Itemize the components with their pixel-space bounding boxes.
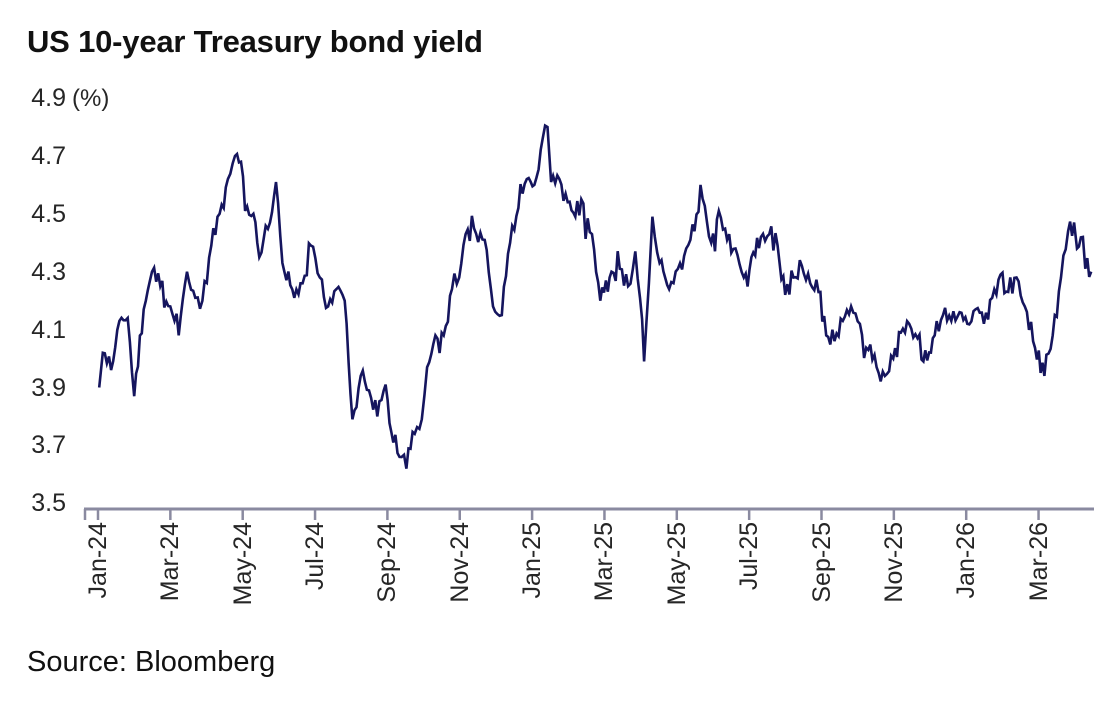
x-tick-label: Jul-24 — [301, 522, 330, 591]
y-tick-label: 4.9 — [31, 84, 66, 112]
x-tick-label: Sep-25 — [807, 522, 836, 603]
y-tick-label: 3.9 — [31, 373, 66, 402]
x-tick-label: Jan-24 — [84, 522, 112, 599]
y-tick-label: 3.5 — [31, 489, 66, 518]
source-attribution: Source: Bloomberg — [27, 646, 276, 678]
x-tick-label: Jan-25 — [518, 522, 547, 599]
x-tick-label: Jan-26 — [952, 522, 981, 599]
x-tick-label: Jul-25 — [735, 522, 764, 591]
y-tick-label: 3.7 — [31, 431, 66, 460]
x-tick-label: Mar-24 — [156, 522, 185, 602]
x-tick-label: Sep-24 — [373, 522, 402, 603]
x-tick-label: May-24 — [228, 522, 257, 606]
x-tick-label: Mar-26 — [1024, 522, 1053, 602]
x-tick-label: Nov-24 — [445, 522, 474, 603]
chart-title: US 10-year Treasury bond yield — [27, 24, 483, 59]
x-axis — [83, 507, 1094, 520]
x-tick-label: Mar-25 — [590, 522, 619, 602]
x-tick-label: Nov-25 — [879, 522, 908, 603]
y-tick-label: 4.3 — [31, 257, 66, 286]
yield-line-series — [97, 123, 1093, 469]
y-tick-label: 4.7 — [31, 141, 66, 170]
y-axis-unit-label: (%) — [72, 85, 110, 112]
y-tick-label: 4.5 — [31, 199, 66, 228]
y-tick-label: 4.1 — [31, 315, 66, 344]
x-tick-label: May-25 — [662, 522, 691, 606]
